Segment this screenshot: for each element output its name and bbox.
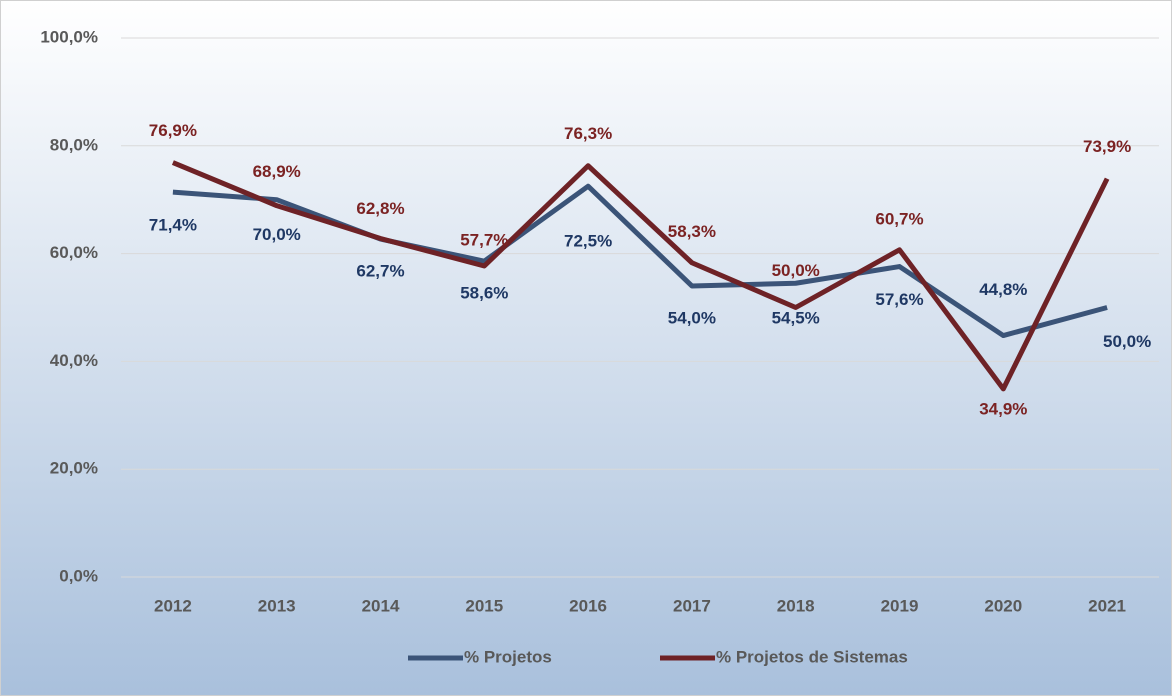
data-label: 34,9% <box>979 399 1027 418</box>
data-label: 44,8% <box>979 280 1027 299</box>
y-tick-label: 40,0% <box>50 351 98 370</box>
x-tick-label: 2014 <box>362 596 400 615</box>
data-label: 58,3% <box>668 222 716 241</box>
data-label: 62,8% <box>356 199 404 218</box>
x-tick-label: 2021 <box>1088 596 1126 615</box>
y-tick-label: 0,0% <box>59 566 98 585</box>
legend-label: % Projetos de Sistemas <box>716 647 908 666</box>
x-tick-label: 2019 <box>881 596 919 615</box>
data-label: 68,9% <box>253 162 301 181</box>
data-label: 73,9% <box>1083 137 1131 156</box>
y-tick-label: 100,0% <box>40 27 98 46</box>
data-label: 72,5% <box>564 232 612 251</box>
series-line <box>172 183 1108 339</box>
legend-label: % Projetos <box>464 647 552 666</box>
data-label: 50,0% <box>1103 332 1151 351</box>
y-tick-label: 60,0% <box>50 243 98 262</box>
x-tick-label: 2013 <box>258 596 296 615</box>
y-tick-label: 20,0% <box>50 459 98 478</box>
data-label: 57,6% <box>875 290 923 309</box>
data-label: 60,7% <box>875 209 923 228</box>
data-label: 71,4% <box>149 216 197 235</box>
x-tick-label: 2020 <box>984 596 1022 615</box>
data-label: 50,0% <box>772 261 820 280</box>
data-label: 70,0% <box>253 225 301 244</box>
y-tick-label: 80,0% <box>50 135 98 154</box>
x-tick-label: 2015 <box>465 596 503 615</box>
x-tick-label: 2017 <box>673 596 711 615</box>
data-label: 76,3% <box>564 124 612 143</box>
data-label: 76,9% <box>149 121 197 140</box>
data-label: 58,6% <box>460 284 508 303</box>
data-label: 62,7% <box>356 262 404 281</box>
data-label: 54,5% <box>772 309 820 328</box>
series-line <box>171 160 1110 392</box>
x-tick-label: 2018 <box>777 596 815 615</box>
x-tick-label: 2012 <box>154 596 192 615</box>
data-label: 57,7% <box>460 230 508 249</box>
x-tick-label: 2016 <box>569 596 607 615</box>
data-label: 54,0% <box>668 308 716 327</box>
